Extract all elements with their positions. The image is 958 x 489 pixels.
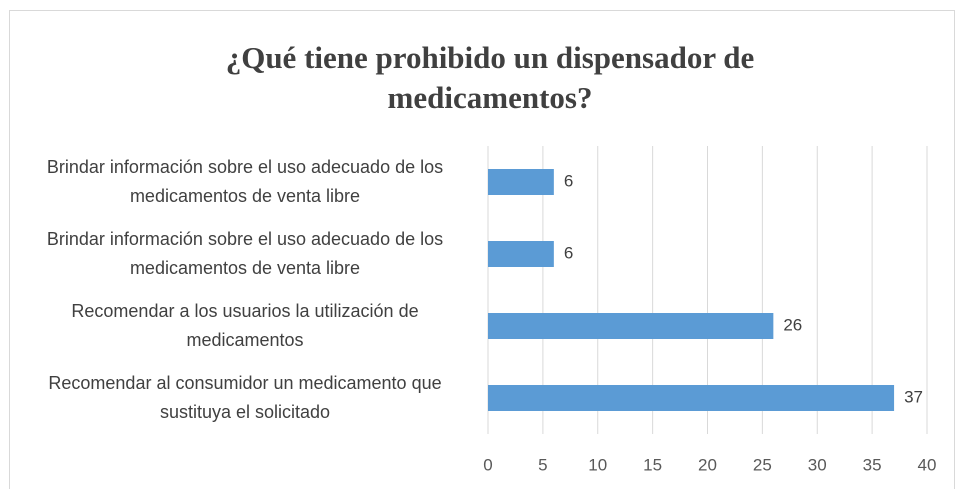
chart-title: ¿Qué tiene prohibido un dispensador de m… (225, 40, 755, 115)
bar (488, 169, 554, 195)
bar (488, 241, 554, 267)
x-tick-label: 15 (643, 455, 662, 474)
value-label: 37 (904, 387, 923, 406)
y-tick-label: Brindar información sobre el uso adecuad… (46, 157, 444, 206)
bar (488, 313, 774, 339)
y-tick-label: Brindar información sobre el uso adecuad… (46, 229, 444, 278)
value-label: 26 (783, 315, 802, 334)
y-tick-label: Recomendar a los usuarios la utilización… (71, 301, 419, 350)
value-label: 6 (564, 243, 573, 262)
bar (488, 385, 895, 411)
value-label: 6 (564, 171, 573, 190)
chart-border (9, 10, 955, 489)
x-tick-label: 10 (588, 455, 607, 474)
x-tick-label: 25 (753, 455, 772, 474)
x-tick-label: 40 (918, 455, 937, 474)
x-tick-label: 5 (538, 455, 547, 474)
y-tick-label: Recomendar al consumidor un medicamento … (48, 373, 442, 422)
x-tick-label: 20 (698, 455, 717, 474)
x-tick-label: 30 (808, 455, 827, 474)
x-tick-label: 35 (863, 455, 882, 474)
x-tick-label: 0 (483, 455, 492, 474)
